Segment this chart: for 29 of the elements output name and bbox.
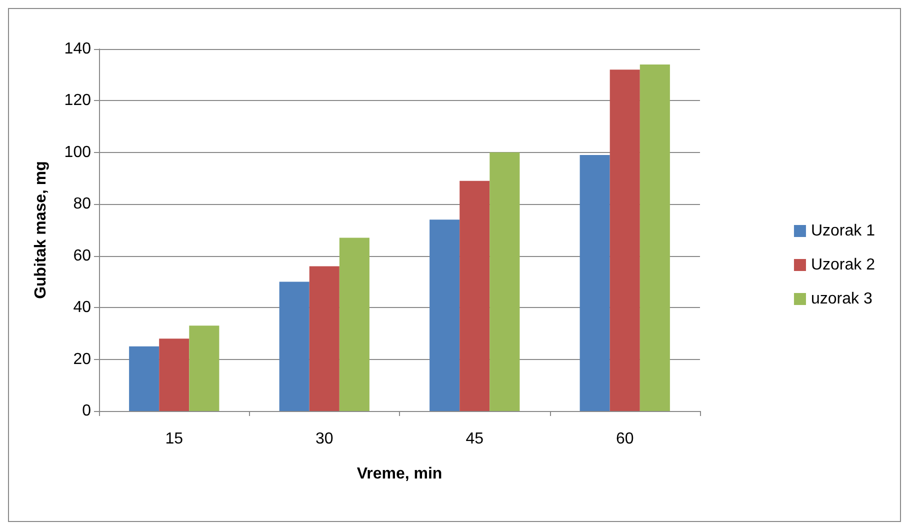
legend-label: uzorak 3 xyxy=(810,290,872,308)
y-tick-label: 100 xyxy=(64,144,92,161)
bar xyxy=(339,238,370,411)
y-tick-label: 40 xyxy=(73,299,92,316)
y-tick-label: 60 xyxy=(73,247,92,264)
y-tick-label: 0 xyxy=(82,402,92,420)
x-axis-title: Vreme, min xyxy=(356,466,442,482)
y-tick-label: 80 xyxy=(73,196,92,213)
bar xyxy=(309,266,340,411)
x-tick-label: 45 xyxy=(466,430,484,448)
bar xyxy=(279,282,310,411)
legend-label: Uzorak 2 xyxy=(810,256,876,274)
bar xyxy=(610,70,640,411)
bar xyxy=(460,180,490,411)
x-tick-label: 30 xyxy=(315,430,334,448)
y-tick-label: 20 xyxy=(73,350,92,368)
bar xyxy=(580,155,610,411)
y-tick-label: 140 xyxy=(64,40,92,58)
x-tick-label: 60 xyxy=(616,430,634,448)
bar xyxy=(189,326,220,411)
legend-label: Uzorak 1 xyxy=(810,222,876,240)
bar xyxy=(159,338,190,411)
x-tick-label: 15 xyxy=(165,430,184,448)
bar xyxy=(129,346,160,411)
bar xyxy=(430,220,460,411)
y-tick-label: 120 xyxy=(64,92,92,110)
y-axis-title: Gubitak mase, mg xyxy=(32,161,50,299)
bar xyxy=(490,152,520,411)
bar xyxy=(640,64,670,411)
